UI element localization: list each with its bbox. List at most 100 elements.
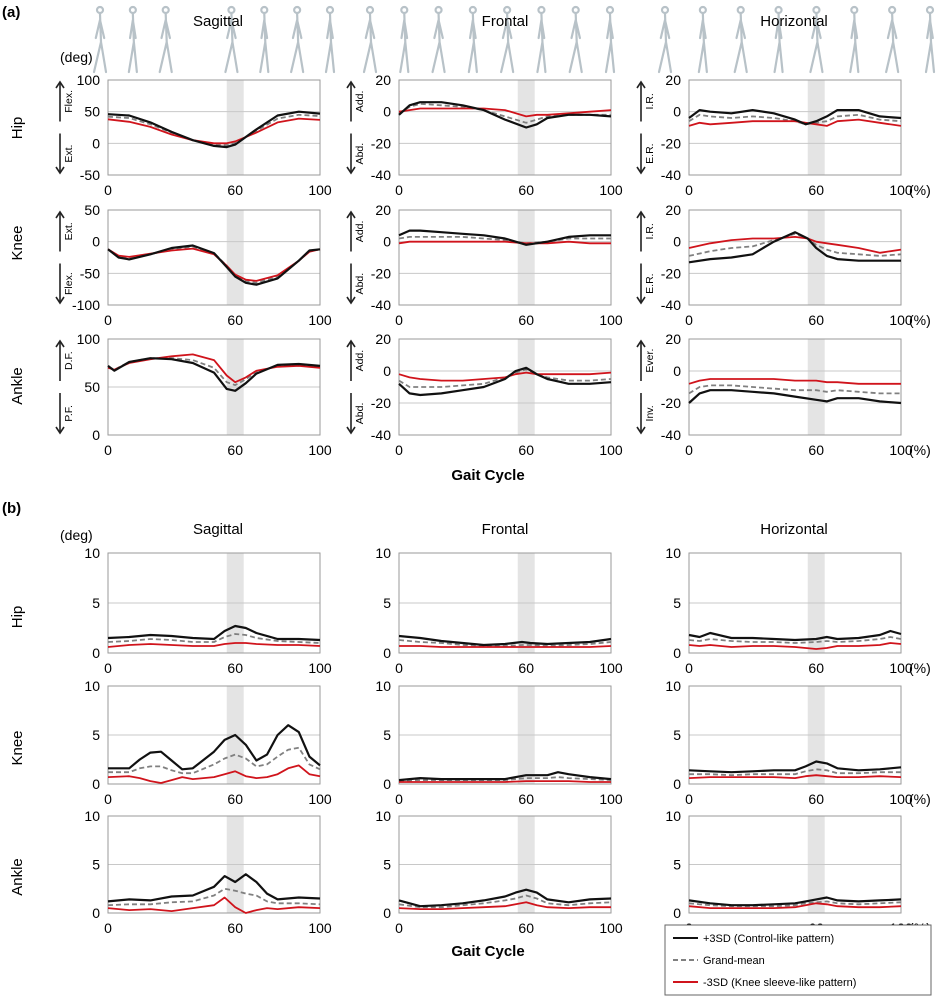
y-tick-a-ankle-frontal-0: 20 bbox=[375, 331, 391, 347]
up-arrowhead-icon-a-ankle-frontal bbox=[346, 339, 356, 348]
series-line-minus3sd-b-hip-sagittal bbox=[107, 642, 321, 648]
series-line-plus3sd-a-knee-sagittal bbox=[107, 244, 321, 286]
series-line-mean-b-knee-horizontal bbox=[689, 768, 901, 777]
x-tick-a-hip-horizontal-0: 0 bbox=[685, 182, 693, 198]
direction-label-negative-a-hip-sagittal: Ext. bbox=[63, 145, 75, 163]
series-line-plus3sd-b-knee-sagittal bbox=[108, 724, 321, 771]
y-tick-a-hip-frontal-3: -40 bbox=[371, 167, 391, 183]
series-line-minus3sd-b-knee-sagittal bbox=[107, 764, 321, 784]
y-tick-b-hip-frontal-2: 0 bbox=[383, 645, 391, 661]
x-tick-b-hip-sagittal-0: 0 bbox=[104, 660, 112, 676]
direction-label-positive-a-knee-frontal: Add. bbox=[354, 221, 366, 243]
y-unit-label-b: (deg) bbox=[60, 527, 93, 543]
y-tick-b-knee-sagittal-1: 5 bbox=[92, 727, 100, 743]
down-arrowhead-icon-a-ankle-horizontal bbox=[636, 426, 646, 435]
plot-frame-b-hip-frontal bbox=[398, 552, 612, 654]
x-tick-b-hip-horizontal-1: 60 bbox=[808, 660, 824, 676]
series-line-plus3sd-a-hip-frontal bbox=[398, 101, 612, 129]
walking-person-icon-16 bbox=[697, 5, 708, 74]
x-axis-label-b: Gait Cycle bbox=[451, 943, 524, 960]
x-axis-label-a: Gait Cycle bbox=[451, 467, 524, 484]
chart-b-knee-frontal: 10 5 00 60 100 bbox=[375, 678, 622, 807]
chart-b-hip-horizontal: 10 5 00 60 100(%) bbox=[665, 545, 930, 676]
series-line-plus3sd-a-ankle-sagittal bbox=[107, 357, 321, 392]
y-tick-a-hip-sagittal-1: 50 bbox=[84, 104, 100, 120]
series-line-mean-b-ankle-sagittal bbox=[107, 887, 321, 907]
x-unit-a-hip-horizontal: (%) bbox=[909, 182, 931, 198]
x-tick-a-knee-sagittal-1: 60 bbox=[227, 312, 243, 328]
x-tick-a-hip-sagittal-0: 0 bbox=[104, 182, 112, 198]
y-tick-a-hip-sagittal-3: -50 bbox=[80, 167, 100, 183]
x-tick-a-knee-horizontal-2: 100 bbox=[889, 312, 913, 328]
walking-person-icon-13 bbox=[568, 5, 583, 74]
direction-label-positive-a-hip-frontal: Add. bbox=[354, 91, 366, 113]
series-line-mean-a-knee-frontal bbox=[398, 235, 611, 245]
y-tick-b-knee-horizontal-2: 0 bbox=[673, 776, 681, 792]
direction-label-negative-a-ankle-sagittal: P.F. bbox=[63, 405, 75, 422]
plot-frame-b-ankle-horizontal bbox=[688, 815, 902, 914]
series-line-plus3sd-a-knee-frontal bbox=[398, 229, 611, 246]
chart-a-knee-horizontal: 200-20-400 60 100(%)I.R.E.R. bbox=[636, 202, 931, 328]
plot-frame-a-knee-frontal bbox=[398, 209, 612, 306]
up-arrowhead-icon-a-hip-horizontal bbox=[636, 80, 646, 89]
x-tick-b-knee-horizontal-2: 100 bbox=[889, 791, 913, 807]
plot-frame-a-hip-horizontal bbox=[688, 79, 902, 176]
y-tick-b-hip-sagittal-2: 0 bbox=[92, 645, 100, 661]
chart-b-knee-sagittal: 10 5 00 60 100 bbox=[84, 678, 331, 807]
series-line-plus3sd-a-hip-horizontal bbox=[688, 108, 902, 126]
walking-person-icon-6 bbox=[324, 5, 336, 74]
plot-frame-a-ankle-horizontal bbox=[688, 338, 902, 436]
x-tick-b-ankle-frontal-0: 0 bbox=[395, 920, 403, 936]
direction-label-negative-a-knee-horizontal: E.R. bbox=[644, 273, 656, 293]
y-tick-b-ankle-frontal-0: 10 bbox=[375, 808, 391, 824]
plot-frame-a-ankle-frontal bbox=[398, 338, 612, 436]
series-line-minus3sd-b-ankle-frontal bbox=[398, 901, 611, 910]
row-label-ankle-b: Ankle bbox=[9, 858, 26, 896]
walking-person-icon-3 bbox=[224, 5, 239, 74]
plane-title-sagittal-b: Sagittal bbox=[193, 521, 243, 538]
x-tick-a-hip-frontal-0: 0 bbox=[395, 182, 403, 198]
plot-frame-b-knee-sagittal bbox=[107, 685, 321, 785]
series-line-plus3sd-a-ankle-horizontal bbox=[688, 389, 902, 405]
series-line-mean-a-ankle-horizontal bbox=[688, 384, 901, 395]
direction-label-positive-a-ankle-sagittal: D.F. bbox=[63, 351, 75, 370]
walking-person-icon-11 bbox=[500, 5, 515, 74]
up-arrowhead-icon-a-hip-sagittal bbox=[55, 80, 65, 89]
y-tick-b-hip-frontal-1: 5 bbox=[383, 595, 391, 611]
x-tick-b-knee-sagittal-1: 60 bbox=[227, 791, 243, 807]
row-label-hip-a: Hip bbox=[9, 117, 26, 140]
plane-title-sagittal-a: Sagittal bbox=[193, 13, 243, 30]
y-tick-a-hip-frontal-0: 20 bbox=[375, 72, 391, 88]
walking-person-icon-1 bbox=[127, 5, 138, 74]
y-tick-a-ankle-sagittal-1: 50 bbox=[84, 379, 100, 395]
x-tick-a-hip-frontal-2: 100 bbox=[599, 182, 623, 198]
plot-frame-b-hip-horizontal bbox=[688, 552, 902, 654]
series-line-minus3sd-b-hip-horizontal bbox=[688, 642, 902, 650]
plot-frame-a-hip-frontal bbox=[398, 79, 612, 176]
x-unit-b-hip-horizontal: (%) bbox=[909, 660, 931, 676]
y-tick-a-hip-frontal-1: 0 bbox=[383, 104, 391, 120]
y-tick-a-ankle-horizontal-3: -40 bbox=[661, 427, 681, 443]
y-tick-a-knee-frontal-3: -40 bbox=[371, 297, 391, 313]
series-line-plus3sd-a-ankle-frontal bbox=[398, 366, 612, 397]
direction-label-negative-a-hip-frontal: Abd. bbox=[354, 143, 366, 165]
legend-label-plus3sd: +3SD (Control-like pattern) bbox=[703, 933, 834, 945]
direction-label-positive-a-hip-sagittal: Flex. bbox=[63, 90, 75, 113]
shaded-region-a-ankle-horizontal bbox=[807, 339, 825, 435]
row-label-knee-a: Knee bbox=[9, 225, 26, 260]
chart-b-knee-horizontal: 10 5 00 60 100(%) bbox=[665, 678, 930, 807]
y-tick-b-knee-frontal-2: 0 bbox=[383, 776, 391, 792]
x-tick-a-hip-sagittal-1: 60 bbox=[227, 182, 243, 198]
down-arrowhead-icon-a-ankle-frontal bbox=[346, 426, 356, 435]
direction-label-positive-a-knee-horizontal: I.R. bbox=[644, 223, 656, 239]
y-tick-b-ankle-horizontal-2: 0 bbox=[673, 905, 681, 921]
y-tick-a-knee-sagittal-3: -100 bbox=[72, 297, 100, 313]
y-tick-b-hip-horizontal-0: 10 bbox=[665, 545, 681, 561]
legend-label-mean: Grand-mean bbox=[703, 955, 765, 967]
direction-label-positive-a-hip-horizontal: I.R. bbox=[644, 93, 656, 109]
